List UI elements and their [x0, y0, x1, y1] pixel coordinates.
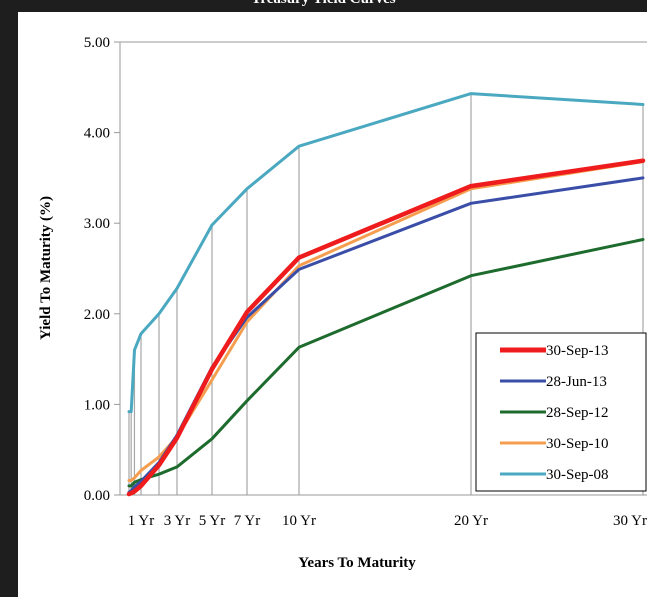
x-tick-label: 7 Yr: [234, 513, 261, 529]
series-lines: [126, 92, 646, 497]
series-line-28-Sep-12: [127, 238, 645, 488]
x-tick-label: 10 Yr: [282, 513, 316, 529]
legend-label: 28-Jun-13: [546, 374, 607, 390]
y-tick-label: 0.00: [84, 488, 110, 504]
x-tick-label: 30 Yr: [613, 513, 647, 529]
y-tick-label: 1.00: [84, 397, 110, 413]
x-axis-title: Years To Maturity: [298, 555, 416, 571]
x-tick-labels: 1 Yr 3 Yr 5 Yr 7 Yr 10 Yr 20 Yr 30 Yr: [128, 513, 647, 529]
legend-label: 30-Sep-13: [546, 343, 609, 359]
legend-label: 30-Sep-10: [546, 436, 609, 452]
y-tick-label: 5.00: [84, 35, 110, 51]
x-tick-label: 1 Yr: [128, 513, 155, 529]
legend-items: 30-Sep-13 28-Jun-13 28-Sep-12 30-Sep-10 30-S…: [500, 343, 609, 483]
legend-label: 30-Sep-08: [546, 467, 609, 483]
y-tick-label: 2.00: [84, 307, 110, 323]
series-line-30-Sep-13: [126, 158, 646, 497]
series-line-30-Sep-08: [127, 92, 645, 414]
y-tick-labels: 0.00 1.00 2.00 3.00 4.00 5.00: [84, 35, 120, 504]
y-tick-label: 4.00: [84, 126, 110, 142]
chart-title: Treasury Yield Curves: [0, 0, 647, 8]
left-border-bar: [0, 0, 18, 597]
legend-label: 28-Sep-12: [546, 405, 609, 421]
y-tick-label: 3.00: [84, 216, 110, 232]
x-tick-label: 3 Yr: [164, 513, 191, 529]
y-axis-title: Yield To Maturity (%): [38, 196, 54, 340]
title-bar: Treasury Yield Curves: [0, 0, 647, 12]
x-tick-label: 5 Yr: [199, 513, 226, 529]
x-tick-label: 20 Yr: [454, 513, 488, 529]
legend: 30-Sep-13 28-Jun-13 28-Sep-12 30-Sep-10 30-S…: [475, 332, 647, 492]
